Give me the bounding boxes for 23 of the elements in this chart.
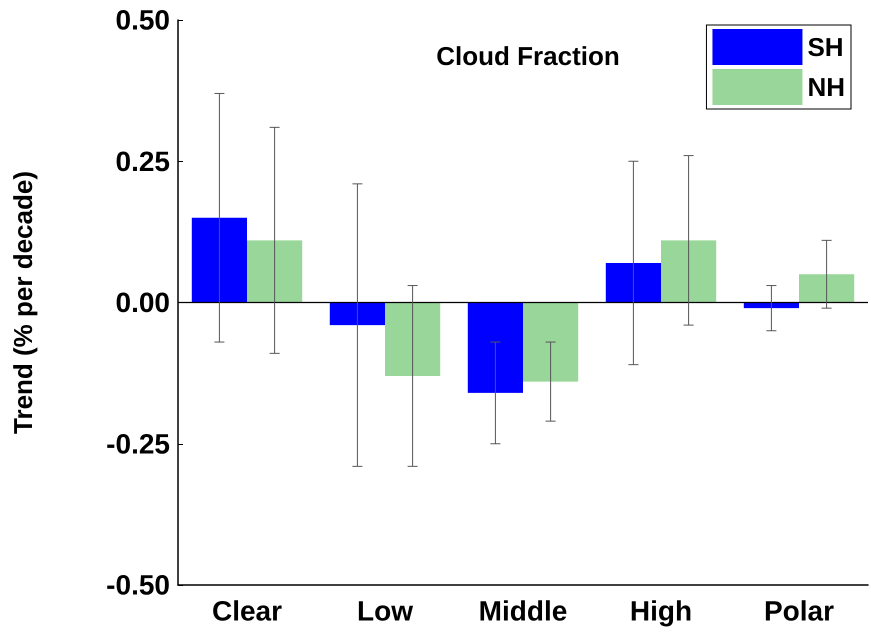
bar bbox=[330, 302, 385, 326]
x-tick-label: Middle bbox=[478, 596, 568, 626]
bar bbox=[799, 274, 854, 302]
legend-label: NH bbox=[807, 72, 846, 102]
x-tick-label: Clear bbox=[212, 596, 282, 626]
x-tick-label: Low bbox=[357, 596, 414, 626]
y-tick-label: -0.50 bbox=[106, 570, 170, 600]
x-tick-label: Polar bbox=[764, 596, 834, 626]
y-tick-label: 0.25 bbox=[116, 146, 170, 177]
y-tick-label: 0.00 bbox=[116, 287, 170, 318]
y-tick-label: 0.50 bbox=[116, 4, 170, 36]
bar bbox=[192, 218, 247, 302]
bar bbox=[661, 240, 716, 302]
bar bbox=[606, 262, 661, 302]
bar bbox=[468, 302, 523, 393]
bar bbox=[385, 302, 440, 376]
x-tick-label: High bbox=[630, 596, 692, 626]
y-axis-title: Trend (% per decade) bbox=[8, 171, 38, 434]
text: Cloud Fraction bbox=[436, 41, 620, 71]
legend-label: SH bbox=[807, 32, 844, 62]
bar bbox=[523, 302, 578, 382]
y-tick-label: -0.25 bbox=[106, 428, 170, 460]
bar bbox=[247, 240, 302, 302]
